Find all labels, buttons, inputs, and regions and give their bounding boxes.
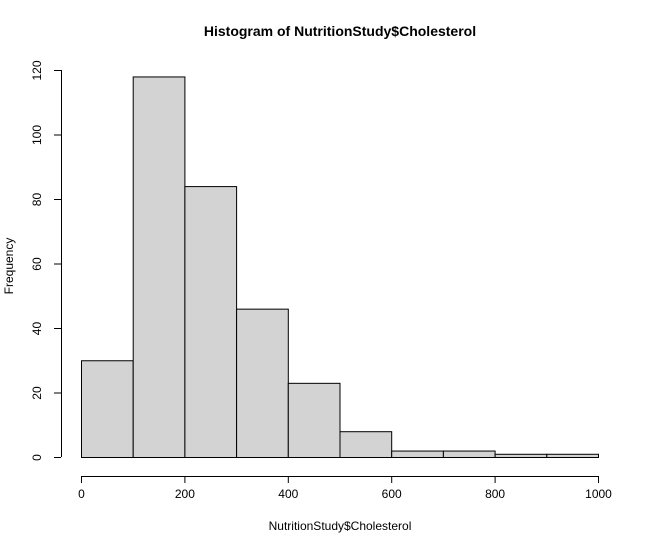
- y-tick-label-0: 0: [30, 454, 44, 461]
- x-tick-label-600: 600: [382, 487, 402, 501]
- y-axis-title: Frequency: [2, 238, 16, 295]
- histogram-bar-200-300: [184, 186, 238, 458]
- histogram-bar-900-1000: [546, 453, 599, 458]
- y-tick-label-40: 40: [30, 322, 44, 336]
- histogram-bar-600-700: [391, 450, 444, 458]
- y-tick-label-100: 100: [30, 125, 44, 145]
- x-axis-title: NutritionStudy$Cholesterol: [269, 519, 412, 533]
- x-tick-label-200: 200: [175, 487, 195, 501]
- y-tick-label-60: 60: [30, 257, 44, 271]
- histogram-bar-300-400: [236, 308, 289, 458]
- chart-title: Histogram of NutritionStudy$Cholesterol: [204, 23, 476, 39]
- bars-group: [81, 76, 599, 459]
- histogram-bar-700-800: [442, 450, 496, 458]
- histogram-bar-400-500: [287, 382, 341, 459]
- histogram-bar-500-600: [339, 431, 393, 459]
- x-tick-label-400: 400: [278, 487, 298, 501]
- y-axis: 0 20 40 60 80 100 120: [30, 60, 62, 461]
- x-tick-label-1000: 1000: [585, 487, 612, 501]
- x-tick-label-800: 800: [485, 487, 505, 501]
- histogram-bar-0-100: [81, 360, 134, 458]
- histogram-bar-100-200: [132, 76, 186, 458]
- y-tick-label-80: 80: [30, 193, 44, 207]
- x-tick-label-0: 0: [78, 487, 85, 501]
- histogram-bar-800-900: [494, 453, 548, 458]
- y-tick-label-20: 20: [30, 386, 44, 400]
- y-tick-label-120: 120: [30, 60, 44, 80]
- x-axis: 0 200 400 600 800 1000: [78, 476, 612, 501]
